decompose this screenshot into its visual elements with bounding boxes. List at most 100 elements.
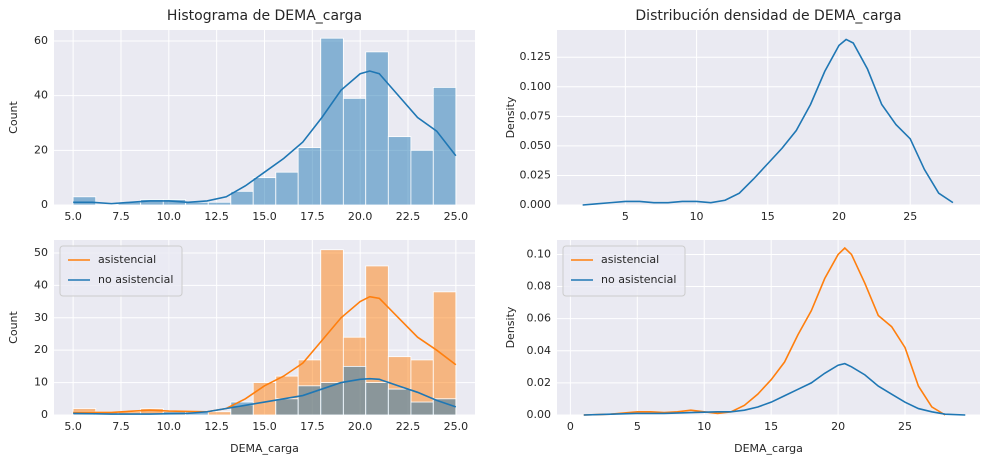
- y-tick-label: 0.000: [520, 198, 552, 211]
- x-tick-label: 10: [697, 420, 711, 433]
- x-tick-label: 25.0: [444, 210, 469, 223]
- y-tick-label: 30: [34, 311, 48, 324]
- x-tick-label: 7.5: [112, 210, 130, 223]
- x-tick-label: 20: [832, 210, 846, 223]
- x-tick-label: 20: [831, 420, 845, 433]
- x-tick-label: 25: [898, 420, 912, 433]
- legend: asistencial no asistencial: [562, 245, 686, 297]
- y-axis-label: Count: [7, 310, 20, 343]
- bar: [207, 201, 232, 206]
- x-tick-label: 12.5: [204, 210, 229, 223]
- y-tick-label: 0.125: [520, 50, 552, 63]
- plot-area: [557, 30, 980, 205]
- x-tick-label: 15: [764, 420, 778, 433]
- kde-line: [73, 70, 457, 205]
- x-tick-label: 12.5: [204, 420, 229, 433]
- y-tick-label: 40: [34, 278, 48, 291]
- x-tick-label: 20.0: [348, 210, 373, 223]
- bar: [342, 97, 367, 206]
- y-tick-label: 0.04: [527, 344, 552, 357]
- x-tick-label: 15: [761, 210, 775, 223]
- bar: [410, 149, 434, 206]
- y-tick-label: 20: [34, 343, 48, 356]
- panel: 5.0 7.5 10.0 12.5 15.0 17.5 20.0 22.5 25.0 0 20 40 6…: [7, 8, 475, 223]
- y-axis-label: Density: [504, 96, 517, 138]
- legend-label: no asistencial: [601, 273, 676, 286]
- x-tick-label: 15.0: [252, 210, 277, 223]
- legend: asistencial no asistencial: [59, 245, 183, 297]
- bar: [432, 291, 457, 416]
- x-tick-label: 25.0: [444, 420, 469, 433]
- x-tick-label: 5: [634, 420, 641, 433]
- bar: [230, 190, 254, 206]
- bar: [275, 171, 299, 206]
- legend-box: [59, 245, 183, 297]
- x-tick-label: 7.5: [112, 420, 130, 433]
- legend-label: asistencial: [98, 253, 156, 266]
- bar: [432, 87, 457, 206]
- legend-label: asistencial: [601, 253, 659, 266]
- kde-line: [73, 377, 457, 415]
- y-tick-label: 0.050: [520, 139, 552, 152]
- y-axis-label: Density: [504, 306, 517, 348]
- bar: [207, 411, 232, 416]
- x-tick-label: 5: [622, 210, 629, 223]
- bar: [275, 398, 299, 416]
- bar: [320, 382, 344, 416]
- x-axis-label: DEMA_carga: [734, 442, 803, 455]
- y-tick-label: 0.075: [520, 109, 552, 122]
- y-tick-label: 10: [34, 376, 48, 389]
- bar: [410, 401, 434, 416]
- kde-line: [583, 246, 946, 416]
- kde-line: [73, 295, 457, 414]
- y-tick-label: 0.025: [520, 168, 552, 181]
- panel: 5 10 15 20 25 0.000 0.025 0.050 0.075 0.100 0.125 D…: [504, 8, 980, 223]
- y-tick-label: 0.06: [527, 312, 552, 325]
- bar: [432, 398, 457, 416]
- y-tick-label: 0.10: [527, 247, 552, 260]
- bar: [252, 177, 277, 206]
- y-tick-label: 40: [34, 89, 48, 102]
- y-tick-label: 0.02: [527, 376, 552, 389]
- y-tick-label: 0.00: [527, 408, 552, 421]
- x-axis-label: DEMA_carga: [230, 442, 299, 455]
- x-tick-label: 5.0: [64, 420, 82, 433]
- y-tick-label: 0.08: [527, 280, 552, 293]
- x-tick-label: 17.5: [300, 420, 325, 433]
- bar: [342, 365, 367, 416]
- x-tick-label: 10.0: [157, 210, 182, 223]
- legend-box: [562, 245, 686, 297]
- x-tick-label: 5.0: [64, 210, 82, 223]
- y-tick-label: 50: [34, 246, 48, 259]
- y-tick-label: 60: [34, 34, 48, 47]
- x-tick-label: 22.5: [396, 420, 421, 433]
- x-tick-label: 17.5: [300, 210, 325, 223]
- legend-label: no asistencial: [98, 273, 173, 286]
- y-tick-label: 0: [41, 408, 48, 421]
- y-tick-label: 0.100: [520, 80, 552, 93]
- x-tick-label: 10: [690, 210, 704, 223]
- y-tick-label: 0: [41, 198, 48, 211]
- bar: [320, 37, 344, 206]
- bar: [72, 196, 97, 206]
- bar: [365, 51, 389, 206]
- x-tick-label: 22.5: [396, 210, 421, 223]
- bar: [297, 147, 322, 206]
- panel-title: Distribución densidad de DEMA_carga: [635, 8, 901, 24]
- x-tick-label: 25: [903, 210, 917, 223]
- bar: [365, 382, 389, 416]
- x-tick-label: 15.0: [252, 420, 277, 433]
- y-tick-label: 20: [34, 143, 48, 156]
- x-tick-label: 20.0: [348, 420, 373, 433]
- bar: [387, 136, 412, 206]
- kde-line: [582, 38, 954, 206]
- x-tick-label: 10.0: [157, 420, 182, 433]
- bar: [252, 382, 277, 416]
- panel-title: Histograma de DEMA_carga: [167, 8, 362, 24]
- x-tick-label: 0: [567, 420, 574, 433]
- panel: 0 5 10 15 20 25 0.00 0.02 0.04 0.06 0.08 0.10 DEMA_c…: [504, 240, 980, 455]
- bar: [387, 388, 412, 416]
- kde-line: [583, 362, 966, 416]
- y-axis-label: Count: [7, 100, 20, 133]
